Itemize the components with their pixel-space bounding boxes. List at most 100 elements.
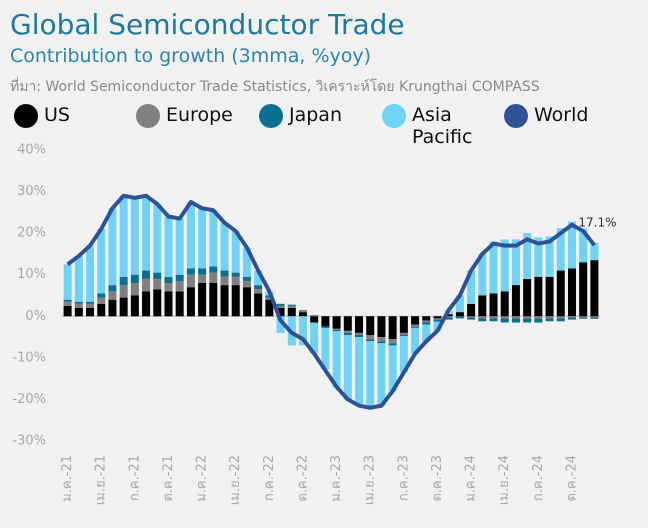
bar-segment bbox=[399, 334, 408, 337]
bar-segment bbox=[332, 316, 341, 329]
bar-segment bbox=[142, 278, 151, 292]
bar-segment bbox=[455, 295, 464, 313]
bar-segment bbox=[411, 327, 420, 354]
bar-segment bbox=[399, 332, 408, 335]
bar-segment bbox=[377, 337, 386, 342]
bar-segment bbox=[556, 318, 565, 322]
bar-segment bbox=[590, 242, 599, 261]
bar-segment bbox=[119, 276, 128, 286]
bar-segment bbox=[567, 317, 576, 320]
bar-segment bbox=[500, 316, 509, 319]
legend-item: Europe bbox=[136, 104, 246, 128]
bar-segment bbox=[478, 253, 487, 296]
bar-segment bbox=[153, 278, 162, 290]
bar-segment bbox=[242, 276, 251, 281]
x-tick-label: ก.ค.-22 bbox=[262, 455, 277, 501]
bar-segment bbox=[489, 241, 498, 294]
bar-segment bbox=[97, 293, 106, 298]
bar-segment bbox=[153, 272, 162, 279]
x-tick-label: ก.ค.-21 bbox=[127, 455, 142, 501]
bar-segment bbox=[500, 291, 509, 317]
legend-item: US bbox=[14, 104, 104, 128]
bar-segment bbox=[366, 334, 375, 340]
x-tick-label: ต.ค.-21 bbox=[161, 455, 176, 502]
bar-segment bbox=[220, 270, 229, 277]
legend-swatch bbox=[504, 104, 528, 128]
bar-segment bbox=[242, 280, 251, 288]
bar-segment bbox=[489, 316, 498, 319]
bar-segment bbox=[433, 318, 442, 320]
bar-segment bbox=[455, 312, 464, 317]
bar-segment bbox=[511, 239, 520, 286]
bar-segment bbox=[130, 197, 139, 275]
y-tick-label: 10% bbox=[17, 267, 46, 282]
bar-segment bbox=[321, 316, 330, 327]
x-tick-label: ม.ค.-24 bbox=[464, 455, 479, 502]
bar-segment bbox=[130, 295, 139, 317]
bar-segment bbox=[74, 256, 83, 302]
legend-swatch bbox=[14, 104, 38, 128]
bar-segment bbox=[108, 291, 117, 300]
bar-segment bbox=[108, 285, 117, 292]
bar-segment bbox=[377, 341, 386, 344]
bar-segment bbox=[377, 343, 386, 406]
bar-segment bbox=[567, 268, 576, 317]
bar-segment bbox=[198, 274, 207, 284]
bar-segment bbox=[242, 287, 251, 317]
bar-segment bbox=[355, 332, 364, 335]
bar-segment bbox=[523, 316, 532, 319]
bar-segment bbox=[579, 228, 588, 263]
legend-swatch bbox=[259, 104, 283, 128]
bar-segment bbox=[321, 326, 330, 328]
bar-segment bbox=[399, 316, 408, 333]
bar-segment bbox=[220, 285, 229, 317]
legend-label: US bbox=[44, 104, 70, 126]
bar-segment bbox=[231, 276, 240, 286]
bar-segment bbox=[254, 289, 263, 294]
bar-segment bbox=[489, 293, 498, 317]
bar-segment bbox=[455, 316, 464, 319]
bar-segment bbox=[298, 312, 307, 317]
bar-segment bbox=[343, 332, 352, 335]
bar-segment bbox=[220, 222, 229, 271]
bar-segment bbox=[388, 316, 397, 340]
annotation: 17.1% bbox=[578, 216, 616, 230]
line-series bbox=[66, 193, 596, 410]
bar-segment bbox=[545, 316, 554, 319]
bar-segment bbox=[567, 221, 576, 269]
bar-segment bbox=[298, 316, 307, 346]
bar-segment bbox=[511, 285, 520, 317]
bar-segment bbox=[63, 305, 72, 317]
bar-segment bbox=[556, 228, 565, 271]
y-tick-label: -30% bbox=[12, 434, 46, 449]
bar-segment bbox=[511, 316, 520, 319]
x-tick-label: ม.ค.-22 bbox=[195, 455, 210, 502]
bar-segment bbox=[153, 289, 162, 317]
bar-segment bbox=[276, 303, 285, 306]
bar-segment bbox=[444, 316, 453, 318]
bar-segment bbox=[388, 339, 397, 344]
bar-segment bbox=[332, 331, 341, 388]
bar-segment bbox=[186, 201, 195, 269]
bar-segment bbox=[198, 283, 207, 317]
bar-segment bbox=[74, 301, 83, 304]
bar-segment bbox=[366, 341, 375, 408]
bar-segment bbox=[97, 297, 106, 304]
bar-segment bbox=[119, 297, 128, 317]
bar-segment bbox=[175, 291, 184, 317]
bar-segment bbox=[545, 276, 554, 317]
bar-segment bbox=[388, 343, 397, 346]
bar-segment bbox=[63, 301, 72, 306]
bar-segment bbox=[545, 318, 554, 322]
bar-segment bbox=[422, 316, 431, 321]
bar-segment bbox=[411, 316, 420, 325]
bar-segment bbox=[209, 266, 218, 273]
bar-segment bbox=[153, 204, 162, 273]
bar-segment bbox=[523, 233, 532, 279]
chart-subtitle: Contribution to growth (3mma, %yoy) bbox=[10, 45, 372, 67]
bar-segment bbox=[590, 317, 599, 319]
bar-segment bbox=[108, 208, 117, 286]
bar-segment bbox=[142, 195, 151, 271]
bar-segment bbox=[478, 316, 487, 319]
